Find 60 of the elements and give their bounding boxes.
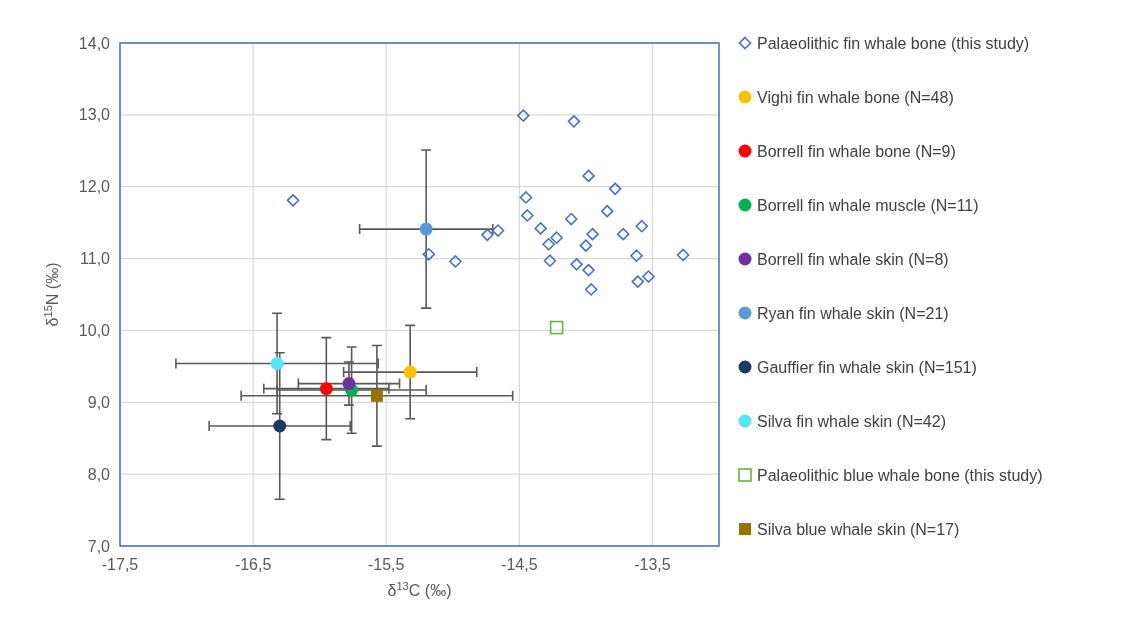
- x-tick-label: -16,5: [234, 556, 272, 573]
- point: [370, 389, 383, 402]
- point: [543, 254, 557, 268]
- legend-label: Palaeolithic blue whale bone (this study): [757, 466, 1043, 484]
- point: [676, 248, 690, 262]
- x-axis-title: δ$^{13}$C (‰): [387, 580, 452, 599]
- point: [600, 204, 614, 218]
- y-tick-label: 11,0: [80, 250, 111, 268]
- x-tick-label: -17,5: [101, 556, 139, 573]
- y-tick-label: 9,0: [87, 393, 111, 411]
- point: [542, 237, 555, 251]
- point: [481, 228, 494, 242]
- point: [419, 222, 433, 236]
- point: [270, 356, 284, 370]
- point: [519, 191, 533, 204]
- point: [534, 222, 547, 235]
- x-tick-label: -14,5: [501, 556, 538, 573]
- legend-label: Palaeolithic fin whale bone (this study): [757, 34, 1030, 52]
- point: [630, 249, 643, 262]
- point: [521, 209, 534, 222]
- point: [582, 169, 595, 183]
- point: [608, 182, 622, 196]
- legend-label: Vighi fin whale bone (N=48): [757, 88, 954, 106]
- point: [517, 109, 530, 122]
- point: [582, 263, 595, 277]
- x-tick-label: -13,5: [634, 556, 671, 573]
- point: [449, 255, 462, 268]
- y-tick-label: 8,0: [87, 465, 111, 483]
- point: [286, 194, 300, 207]
- y-tick-label: 12,0: [78, 178, 111, 196]
- point: [616, 227, 630, 241]
- y-tick-label: 7,0: [87, 537, 111, 555]
- point: [642, 270, 655, 283]
- point: [403, 365, 417, 379]
- legend-label: Ryan fin whale skin (N=21): [757, 304, 949, 322]
- legend-label: Silva fin whale skin (N=42): [757, 412, 946, 430]
- point: [586, 227, 599, 241]
- point: [342, 377, 356, 391]
- legend-label: Borrell fin whale muscle (N=11): [757, 196, 979, 214]
- y-tick-label: 13,0: [78, 106, 111, 124]
- point: [584, 283, 598, 296]
- point: [549, 320, 564, 335]
- point: [550, 231, 563, 245]
- point: [422, 247, 436, 261]
- legend-label: Borrell fin whale skin (N=8): [757, 250, 949, 268]
- point: [564, 212, 578, 226]
- point: [570, 258, 583, 271]
- legend-label: Gauffier fin whale skin (N=151): [757, 358, 977, 376]
- point: [579, 239, 593, 252]
- point: [491, 224, 505, 237]
- x-tick-label: -15,5: [367, 556, 405, 573]
- y-tick-label: 10,0: [78, 321, 111, 339]
- legend-label: Silva blue whale skin (N=17): [757, 520, 960, 538]
- legend-label: Borrell fin whale bone (N=9): [757, 142, 956, 160]
- point: [631, 275, 645, 288]
- point: [319, 382, 333, 396]
- point: [567, 115, 581, 128]
- y-tick-label: 14,0: [78, 34, 111, 52]
- point: [635, 219, 649, 233]
- point: [273, 419, 287, 433]
